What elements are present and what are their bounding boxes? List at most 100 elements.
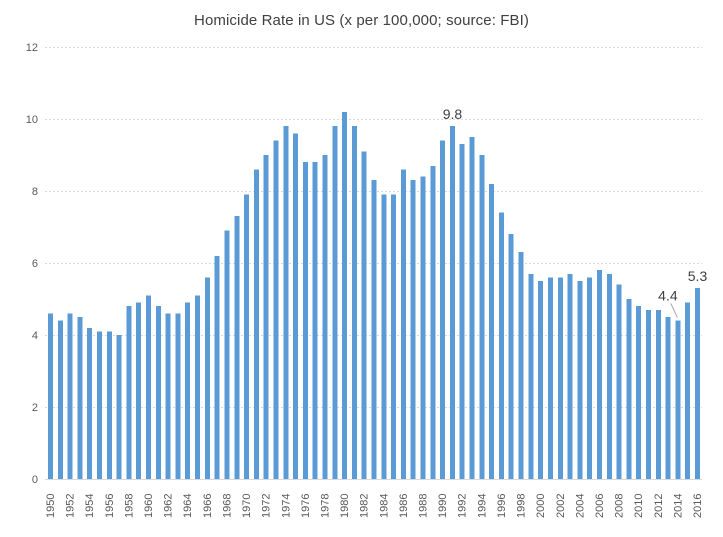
bar: [126, 306, 132, 479]
bar: [224, 230, 230, 479]
x-tick-label: 2008: [614, 494, 626, 518]
x-tick-label: 1964: [182, 494, 194, 518]
bar: [538, 281, 544, 479]
x-tick-label: 1960: [143, 494, 155, 518]
data-label-leader-line: [670, 303, 678, 318]
x-tick-label: 2010: [633, 494, 645, 518]
x-tick-label: 1992: [457, 494, 469, 518]
x-tick-label: 1998: [516, 494, 528, 518]
bar: [87, 327, 93, 479]
bar: [234, 216, 240, 479]
bar: [273, 140, 279, 479]
bar: [214, 255, 220, 479]
bar: [263, 155, 269, 479]
bar: [67, 313, 73, 479]
x-tick-label: 1974: [280, 494, 292, 518]
bar: [410, 180, 416, 479]
bar: [518, 252, 524, 479]
bar: [185, 302, 191, 479]
bar: [361, 151, 367, 479]
bar: [655, 309, 661, 479]
bar: [77, 317, 83, 479]
bar: [420, 176, 426, 479]
bar: [597, 270, 602, 479]
bar: [136, 302, 142, 479]
x-tick-label: 1984: [378, 494, 390, 518]
bar: [116, 335, 122, 479]
bar: [400, 169, 406, 479]
x-tick-label: 1956: [104, 494, 116, 518]
bar: [430, 165, 436, 480]
x-tick-label: 1958: [123, 494, 135, 518]
bar: [244, 194, 250, 479]
bar: [440, 140, 446, 479]
bar: [322, 155, 328, 479]
bar: [342, 111, 348, 480]
y-tick-label: 4: [32, 330, 38, 342]
x-tick-label: 1966: [202, 494, 214, 518]
x-tick-label: 1954: [84, 494, 96, 518]
bar: [283, 126, 289, 479]
data-label: 9.8: [443, 106, 463, 122]
bar: [469, 137, 475, 479]
x-tick-label: 1982: [359, 494, 371, 518]
bar: [606, 273, 612, 479]
x-tick-label: 2012: [653, 494, 665, 518]
bar: [695, 288, 700, 479]
data-label: 5.3: [688, 268, 708, 284]
x-tick-label: 1988: [418, 494, 430, 518]
bar: [636, 306, 642, 479]
x-tick-label: 1978: [320, 494, 332, 518]
bar: [665, 317, 671, 479]
y-tick-label: 0: [32, 474, 38, 486]
x-tick-label: 1990: [437, 494, 449, 518]
bar: [548, 277, 553, 479]
bar: [312, 162, 318, 479]
bar: [616, 284, 622, 479]
x-tick-label: 1962: [163, 494, 175, 518]
x-tick-label: 2014: [672, 494, 684, 518]
x-tick-label: 1976: [300, 494, 312, 518]
bar: [626, 299, 632, 479]
bar: [567, 273, 573, 479]
bar: [351, 126, 357, 479]
bar: [146, 295, 151, 479]
x-tick-label: 1994: [476, 494, 488, 518]
bar: [97, 331, 102, 479]
x-tick-label: 1970: [241, 494, 253, 518]
bar: [57, 320, 63, 479]
bar: [253, 169, 259, 479]
data-label: 4.4: [658, 288, 678, 304]
bar: [381, 194, 387, 479]
bar: [685, 302, 691, 479]
x-tick-label: 1950: [45, 494, 57, 518]
bar: [675, 320, 681, 479]
bar: [449, 126, 455, 479]
x-tick-label: 1996: [496, 494, 508, 518]
x-tick-label: 1986: [398, 494, 410, 518]
bar: [498, 212, 504, 479]
y-tick-label: 8: [32, 186, 38, 198]
x-tick-label: 2000: [535, 494, 547, 518]
bar: [577, 281, 583, 479]
bar: [371, 180, 377, 479]
x-tick-label: 2016: [692, 494, 704, 518]
y-tick-label: 12: [26, 42, 38, 54]
x-tick-label: 2006: [594, 494, 606, 518]
bar: [489, 183, 495, 480]
bar: [459, 144, 465, 479]
bar: [293, 133, 299, 479]
bar: [195, 295, 200, 479]
bar: [479, 155, 485, 479]
bar: [106, 331, 112, 479]
bar: [587, 277, 593, 479]
y-tick-label: 10: [26, 114, 38, 126]
bar: [48, 313, 53, 479]
bar: [204, 277, 210, 479]
bar: [165, 313, 171, 479]
y-tick-label: 2: [32, 402, 38, 414]
bar: [646, 309, 651, 479]
y-tick-label: 6: [32, 258, 38, 270]
